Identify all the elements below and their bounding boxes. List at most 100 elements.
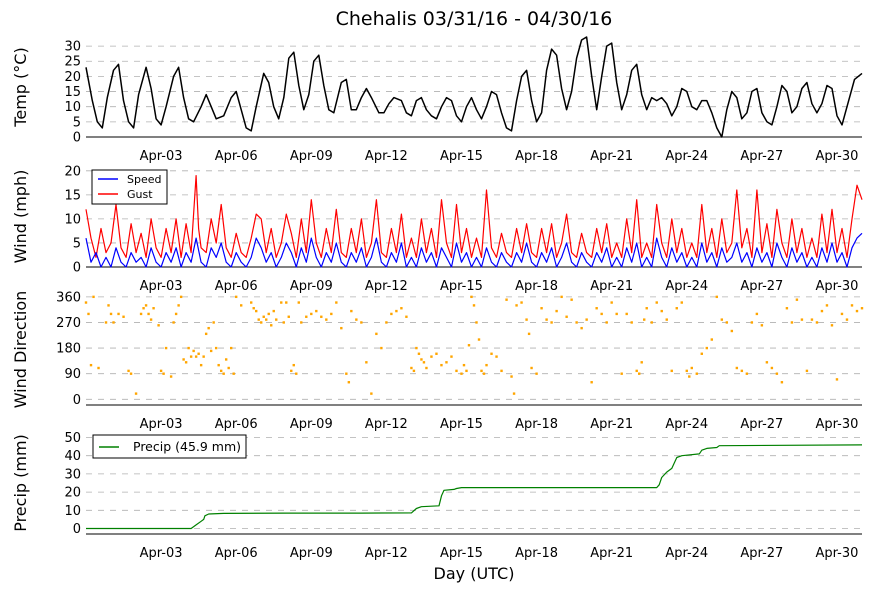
direction-point [295,372,298,375]
direction-point [485,363,488,367]
direction-point [750,321,754,324]
x-tick-label: Apr-30 [816,417,859,432]
direction-point [292,363,295,367]
direction-point [482,372,486,375]
direction-point [735,366,739,370]
direction-point [417,352,421,355]
legend-box [92,434,247,459]
direction-point [730,329,734,333]
direction-point [89,363,93,367]
y-tick-label: 15 [64,188,81,203]
direction-point [715,295,719,299]
x-tick-label: Apr-24 [665,149,708,164]
direction-point [345,372,348,375]
direction-point [182,358,185,361]
x-tick-label: Apr-24 [665,417,708,432]
y-tick-label: 30 [64,40,81,55]
x-tick-label: Apr-27 [740,149,783,164]
direction-point [805,369,809,373]
x-tick-label: Apr-09 [290,417,333,432]
direction-point [850,304,854,307]
x-tick-label: Apr-24 [665,546,708,561]
direction-point [510,375,513,378]
direction-point [705,346,708,350]
legend: Precip (45.9 mm) [92,434,247,459]
direction-point [515,304,518,307]
direction-point [282,321,285,324]
direction-point [92,295,95,299]
chart-title: Chehalis 03/31/16 - 04/30/16 [336,8,613,30]
direction-point [214,346,218,350]
x-tick-label: Apr-27 [740,546,783,561]
direction-point [470,295,473,299]
direction-point [527,332,531,336]
y-tick-label: 20 [64,70,81,85]
y-tick-label: 50 [64,431,81,446]
direction-point [87,312,90,316]
x-tick-label: Apr-06 [215,149,258,164]
direction-point [600,312,603,316]
direction-point [465,369,468,373]
x-tick-label: Apr-21 [590,279,633,294]
direction-point [635,369,638,373]
direction-point [795,298,799,301]
direction-point [340,326,343,330]
y-tick-label: 25 [64,55,81,70]
direction-point [580,326,583,330]
direction-point [255,309,258,313]
direction-point [229,346,233,350]
direction-point [197,352,200,355]
direction-point [780,381,784,384]
direction-point [365,361,368,364]
direction-point [380,346,383,350]
direction-point [184,361,188,364]
direction-point [250,301,253,304]
direction-point [275,318,278,321]
direction-point [425,366,428,370]
y-tick-label: 15 [64,85,81,100]
direction-point [460,372,463,375]
direction-point [234,295,238,299]
direction-point [169,375,173,378]
x-tick-label: Apr-30 [816,546,859,561]
direction-point [720,318,724,321]
direction-point [638,372,641,375]
direction-point [590,381,593,384]
y-tick-label: 360 [56,290,81,305]
y-tick-label: 0 [73,131,81,146]
direction-point [435,352,438,355]
direction-point [232,372,235,375]
direction-point [505,298,508,301]
direction-point [740,369,744,373]
direction-point [655,301,658,304]
direction-point [775,372,779,375]
direction-point [290,369,293,373]
direction-point [675,307,678,310]
direction-point [174,312,178,316]
direction-point [670,369,673,373]
x-tick-label: Apr-18 [515,546,558,561]
x-tick-label: Apr-09 [290,149,333,164]
x-tick-label: Apr-06 [215,279,258,294]
direction-point [630,321,633,324]
direction-point [660,309,663,313]
direction-point [219,369,223,373]
direction-point [270,324,273,327]
direction-point [240,304,243,307]
x-tick-label: Apr-12 [365,279,408,294]
direction-point [695,372,698,375]
direction-point [222,372,225,375]
direction-point [615,312,618,316]
direction-point [445,361,448,364]
legend-label: Precip (45.9 mm) [133,439,241,454]
series-line-precip [86,444,863,530]
x-axis-label: Day (UTC) [434,564,515,583]
direction-point [330,312,333,316]
direction-point [310,312,313,316]
direction-point [347,381,351,384]
y-axis-label: Precip (mm) [11,434,30,532]
y-tick-label: 20 [64,486,81,501]
direction-point [643,318,646,321]
direction-point [535,372,538,375]
